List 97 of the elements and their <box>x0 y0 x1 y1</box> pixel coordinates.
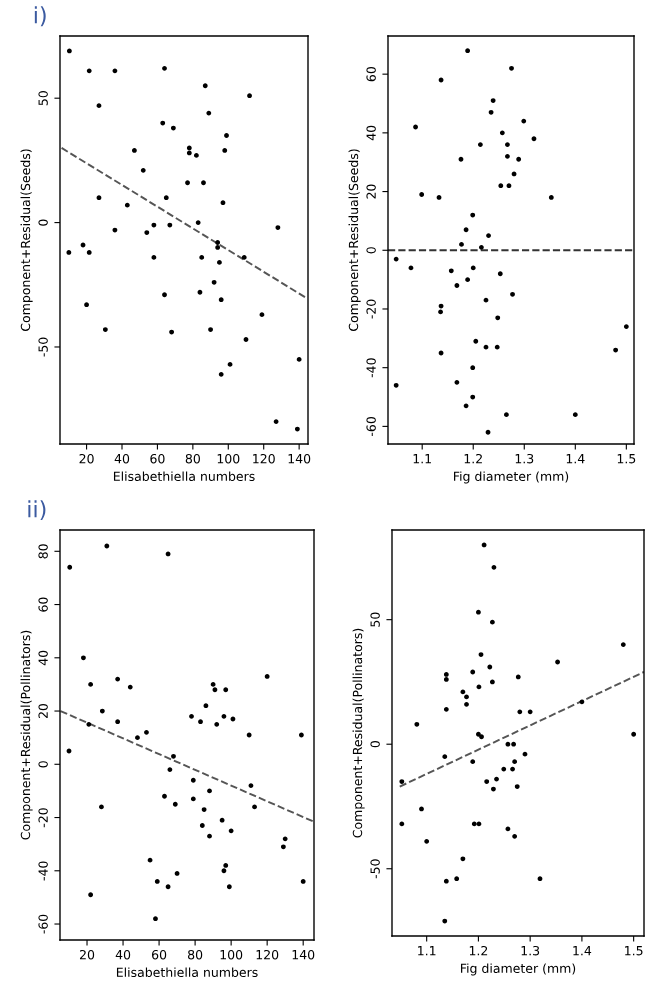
point <box>223 687 229 693</box>
point <box>186 150 192 156</box>
point <box>511 741 517 747</box>
point <box>115 719 121 725</box>
point <box>140 167 146 173</box>
point <box>112 68 118 74</box>
point <box>218 371 224 377</box>
point <box>458 156 464 162</box>
point <box>115 676 121 682</box>
point <box>443 878 449 884</box>
point <box>165 884 171 890</box>
point <box>66 48 72 54</box>
point <box>442 754 448 760</box>
point <box>220 200 226 206</box>
point <box>124 202 130 208</box>
point <box>463 227 469 233</box>
point <box>470 265 476 271</box>
point <box>163 195 169 201</box>
point <box>186 145 192 151</box>
point <box>197 289 203 295</box>
point <box>294 426 300 432</box>
point <box>127 684 133 690</box>
point <box>527 709 533 715</box>
point <box>190 796 196 802</box>
point <box>219 817 225 823</box>
point <box>515 674 521 680</box>
point <box>280 844 286 850</box>
point <box>501 766 507 772</box>
point <box>214 721 220 727</box>
point <box>218 297 224 303</box>
point <box>454 379 460 385</box>
point <box>67 564 73 570</box>
text: ii) <box>28 500 46 521</box>
point <box>470 365 476 371</box>
point <box>517 709 523 715</box>
point <box>273 419 279 425</box>
point <box>86 721 92 727</box>
point <box>473 338 479 344</box>
point <box>414 721 420 727</box>
point <box>478 244 484 250</box>
point <box>505 741 511 747</box>
point <box>465 277 471 283</box>
point <box>96 195 102 201</box>
point <box>212 687 218 693</box>
point <box>424 838 430 844</box>
point <box>497 271 503 277</box>
point <box>226 884 232 890</box>
point <box>448 268 454 274</box>
point <box>393 382 399 388</box>
point <box>512 759 518 765</box>
point <box>203 703 209 709</box>
point <box>489 679 495 685</box>
point <box>470 212 476 218</box>
point <box>167 767 173 773</box>
point <box>512 833 518 839</box>
point <box>399 821 405 827</box>
point <box>572 412 578 418</box>
point <box>485 429 491 435</box>
point <box>537 876 543 882</box>
point <box>491 564 497 570</box>
point <box>282 836 288 842</box>
point <box>470 759 476 765</box>
point <box>202 83 208 89</box>
point <box>86 68 92 74</box>
point <box>631 731 637 737</box>
point <box>160 120 166 126</box>
point <box>190 777 196 783</box>
point <box>495 315 501 321</box>
point <box>221 713 227 719</box>
point <box>516 156 522 162</box>
text: i) <box>34 6 46 27</box>
point <box>211 279 217 285</box>
point <box>471 821 477 827</box>
point <box>172 801 178 807</box>
point <box>487 664 493 670</box>
point <box>477 142 483 148</box>
point <box>470 394 476 400</box>
point <box>221 868 227 874</box>
point <box>488 109 494 115</box>
point <box>96 103 102 109</box>
point <box>489 619 495 625</box>
point <box>498 183 504 189</box>
point <box>259 312 265 318</box>
point <box>99 708 105 714</box>
point <box>460 856 466 862</box>
point <box>454 876 460 882</box>
point <box>88 892 94 898</box>
point <box>499 130 505 136</box>
point <box>465 48 471 54</box>
point <box>206 110 212 116</box>
point <box>506 183 512 189</box>
point <box>521 118 527 124</box>
point <box>442 918 448 924</box>
point <box>470 669 476 675</box>
point <box>531 136 537 142</box>
point <box>494 344 500 350</box>
point <box>443 706 449 712</box>
